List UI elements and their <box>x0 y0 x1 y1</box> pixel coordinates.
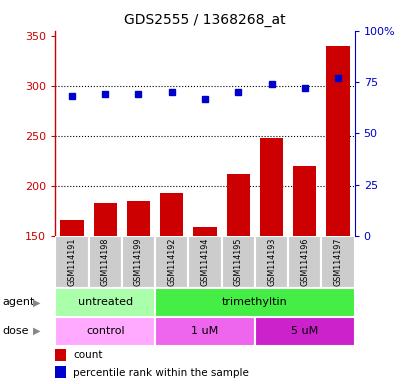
Text: untreated: untreated <box>77 297 133 308</box>
Text: ▶: ▶ <box>33 326 40 336</box>
Bar <box>55 236 88 288</box>
Text: trimethyltin: trimethyltin <box>221 297 287 308</box>
Bar <box>259 138 283 236</box>
Bar <box>326 46 349 236</box>
Bar <box>155 288 354 317</box>
Bar <box>193 227 216 236</box>
Bar <box>60 220 83 236</box>
Bar <box>155 236 188 288</box>
Bar <box>93 203 117 236</box>
Title: GDS2555 / 1368268_at: GDS2555 / 1368268_at <box>124 13 285 27</box>
Bar <box>288 236 321 288</box>
Bar <box>121 236 155 288</box>
Bar <box>155 317 254 346</box>
Text: GSM114196: GSM114196 <box>299 238 308 286</box>
Bar <box>126 201 150 236</box>
Text: control: control <box>86 326 124 336</box>
Bar <box>88 236 121 288</box>
Text: GSM114195: GSM114195 <box>233 238 242 286</box>
Bar <box>160 193 183 236</box>
Bar <box>188 236 221 288</box>
Text: dose: dose <box>2 326 29 336</box>
Text: GSM114198: GSM114198 <box>101 238 110 286</box>
Text: agent: agent <box>2 297 34 308</box>
Bar <box>226 174 249 236</box>
Text: GSM114193: GSM114193 <box>266 238 275 286</box>
Bar <box>321 236 354 288</box>
Text: GSM114197: GSM114197 <box>333 238 342 286</box>
Bar <box>55 349 66 361</box>
Text: GSM114199: GSM114199 <box>134 238 143 286</box>
Bar <box>55 366 66 379</box>
Bar <box>55 288 155 317</box>
Bar <box>55 317 155 346</box>
Bar <box>221 236 254 288</box>
Text: percentile rank within the sample: percentile rank within the sample <box>73 367 249 377</box>
Text: GSM114192: GSM114192 <box>167 238 176 286</box>
Text: 5 uM: 5 uM <box>290 326 318 336</box>
Text: GSM114191: GSM114191 <box>67 238 76 286</box>
Text: 1 uM: 1 uM <box>191 326 218 336</box>
Text: GSM114194: GSM114194 <box>200 238 209 286</box>
Bar <box>292 166 316 236</box>
Bar <box>254 236 288 288</box>
Text: ▶: ▶ <box>33 297 40 308</box>
Bar <box>254 317 354 346</box>
Text: count: count <box>73 350 103 360</box>
